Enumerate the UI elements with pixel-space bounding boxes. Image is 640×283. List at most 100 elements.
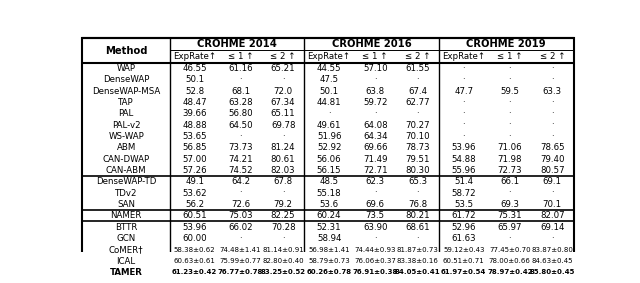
Text: 66.02: 66.02	[228, 222, 253, 231]
Text: ·: ·	[463, 132, 465, 141]
Text: 69.3: 69.3	[500, 200, 519, 209]
Text: 56.85: 56.85	[182, 143, 207, 152]
Text: ·: ·	[463, 98, 465, 107]
Text: 60.63±0.61: 60.63±0.61	[173, 258, 216, 264]
Text: ExpRate↑: ExpRate↑	[173, 52, 216, 61]
Text: 74.44±0.93: 74.44±0.93	[355, 247, 396, 253]
Text: 82.80±0.40: 82.80±0.40	[262, 258, 304, 264]
Text: SAN: SAN	[117, 200, 135, 209]
Text: TDv2: TDv2	[115, 188, 138, 198]
Text: ≤ 2 ↑: ≤ 2 ↑	[405, 52, 431, 61]
Text: 70.28: 70.28	[271, 222, 296, 231]
Text: 61.23±0.42: 61.23±0.42	[172, 269, 217, 275]
Text: 78.65: 78.65	[540, 143, 564, 152]
Text: 67.34: 67.34	[271, 98, 296, 107]
Text: 76.91±0.38: 76.91±0.38	[353, 269, 398, 275]
Text: 50.1: 50.1	[319, 87, 339, 96]
Text: ·: ·	[417, 75, 419, 84]
Text: ≤ 1 ↑: ≤ 1 ↑	[228, 52, 253, 61]
Text: DenseWAP: DenseWAP	[103, 75, 149, 84]
Text: 83.25±0.52: 83.25±0.52	[260, 269, 306, 275]
Text: 52.96: 52.96	[451, 222, 476, 231]
Text: ·: ·	[551, 75, 554, 84]
Text: 52.31: 52.31	[317, 222, 342, 231]
Text: 79.2: 79.2	[274, 200, 292, 209]
Text: 68.1: 68.1	[231, 87, 250, 96]
Text: 73.73: 73.73	[228, 143, 253, 152]
Text: 48.47: 48.47	[182, 98, 207, 107]
Text: ·: ·	[551, 188, 554, 198]
Text: 60.24: 60.24	[317, 211, 342, 220]
Text: 74.52: 74.52	[228, 166, 253, 175]
Text: 85.80±0.45: 85.80±0.45	[529, 269, 575, 275]
Text: ≤ 2 ↑: ≤ 2 ↑	[270, 52, 296, 61]
Text: ·: ·	[551, 234, 554, 243]
Text: 79.51: 79.51	[406, 155, 430, 164]
Text: ·: ·	[282, 188, 284, 198]
Text: CAN-DWAP: CAN-DWAP	[102, 155, 150, 164]
Text: 83.87±0.80: 83.87±0.80	[531, 247, 573, 253]
Text: ·: ·	[463, 75, 465, 84]
Text: 64.2: 64.2	[231, 177, 250, 186]
Text: 57.26: 57.26	[182, 166, 207, 175]
Text: ·: ·	[551, 109, 554, 118]
Text: 58.94: 58.94	[317, 234, 341, 243]
Text: 51.4: 51.4	[454, 177, 474, 186]
Text: 70.27: 70.27	[405, 121, 430, 130]
Text: 82.25: 82.25	[271, 211, 296, 220]
Text: 66.1: 66.1	[500, 177, 519, 186]
Text: ·: ·	[551, 98, 554, 107]
Text: 73.5: 73.5	[365, 211, 385, 220]
Text: 63.8: 63.8	[365, 87, 385, 96]
Text: ·: ·	[417, 109, 419, 118]
Text: 61.55: 61.55	[405, 64, 430, 73]
Text: 67.8: 67.8	[273, 177, 292, 186]
Text: CROHME 2019: CROHME 2019	[467, 39, 546, 50]
Text: WS-WAP: WS-WAP	[108, 132, 144, 141]
Text: ≤ 1 ↑: ≤ 1 ↑	[362, 52, 388, 61]
Text: 75.03: 75.03	[228, 211, 253, 220]
Text: 52.8: 52.8	[185, 87, 204, 96]
Text: ·: ·	[551, 132, 554, 141]
Text: 50.1: 50.1	[185, 75, 204, 84]
Text: ·: ·	[508, 109, 511, 118]
Text: ·: ·	[239, 234, 242, 243]
Text: 56.2: 56.2	[185, 200, 204, 209]
Text: 80.21: 80.21	[405, 211, 430, 220]
Text: 49.1: 49.1	[185, 177, 204, 186]
Text: ·: ·	[508, 234, 511, 243]
Text: 47.7: 47.7	[454, 87, 474, 96]
Text: 65.21: 65.21	[271, 64, 296, 73]
Text: 56.80: 56.80	[228, 109, 253, 118]
Text: 53.6: 53.6	[319, 200, 339, 209]
Text: 54.88: 54.88	[451, 155, 476, 164]
Text: GCN: GCN	[116, 234, 136, 243]
Text: TAMER: TAMER	[109, 268, 143, 277]
Text: 65.97: 65.97	[497, 222, 522, 231]
Text: 69.6: 69.6	[365, 200, 385, 209]
Text: ·: ·	[239, 188, 242, 198]
Text: CoMER†: CoMER†	[109, 245, 143, 254]
Text: 76.06±0.37: 76.06±0.37	[355, 258, 396, 264]
Text: 84.63±0.45: 84.63±0.45	[532, 258, 573, 264]
Text: 75.31: 75.31	[497, 211, 522, 220]
Text: 39.66: 39.66	[182, 109, 207, 118]
Text: Method: Method	[105, 46, 147, 55]
Text: ·: ·	[374, 109, 376, 118]
Text: ABM: ABM	[116, 143, 136, 152]
Text: 79.40: 79.40	[540, 155, 564, 164]
Text: ·: ·	[551, 121, 554, 130]
Text: 82.07: 82.07	[540, 211, 564, 220]
Text: PAL: PAL	[118, 109, 134, 118]
Text: ·: ·	[282, 75, 284, 84]
Text: CROHME 2016: CROHME 2016	[332, 39, 412, 50]
Text: 76.77±0.78: 76.77±0.78	[218, 269, 263, 275]
Text: 69.78: 69.78	[271, 121, 296, 130]
Text: ExpRate↑: ExpRate↑	[308, 52, 351, 61]
Text: 60.00: 60.00	[182, 234, 207, 243]
Text: 68.61: 68.61	[405, 222, 430, 231]
Text: 59.72: 59.72	[363, 98, 387, 107]
Text: TAP: TAP	[118, 98, 134, 107]
Text: 56.06: 56.06	[317, 155, 342, 164]
Text: DenseWAP-TD: DenseWAP-TD	[96, 177, 156, 186]
